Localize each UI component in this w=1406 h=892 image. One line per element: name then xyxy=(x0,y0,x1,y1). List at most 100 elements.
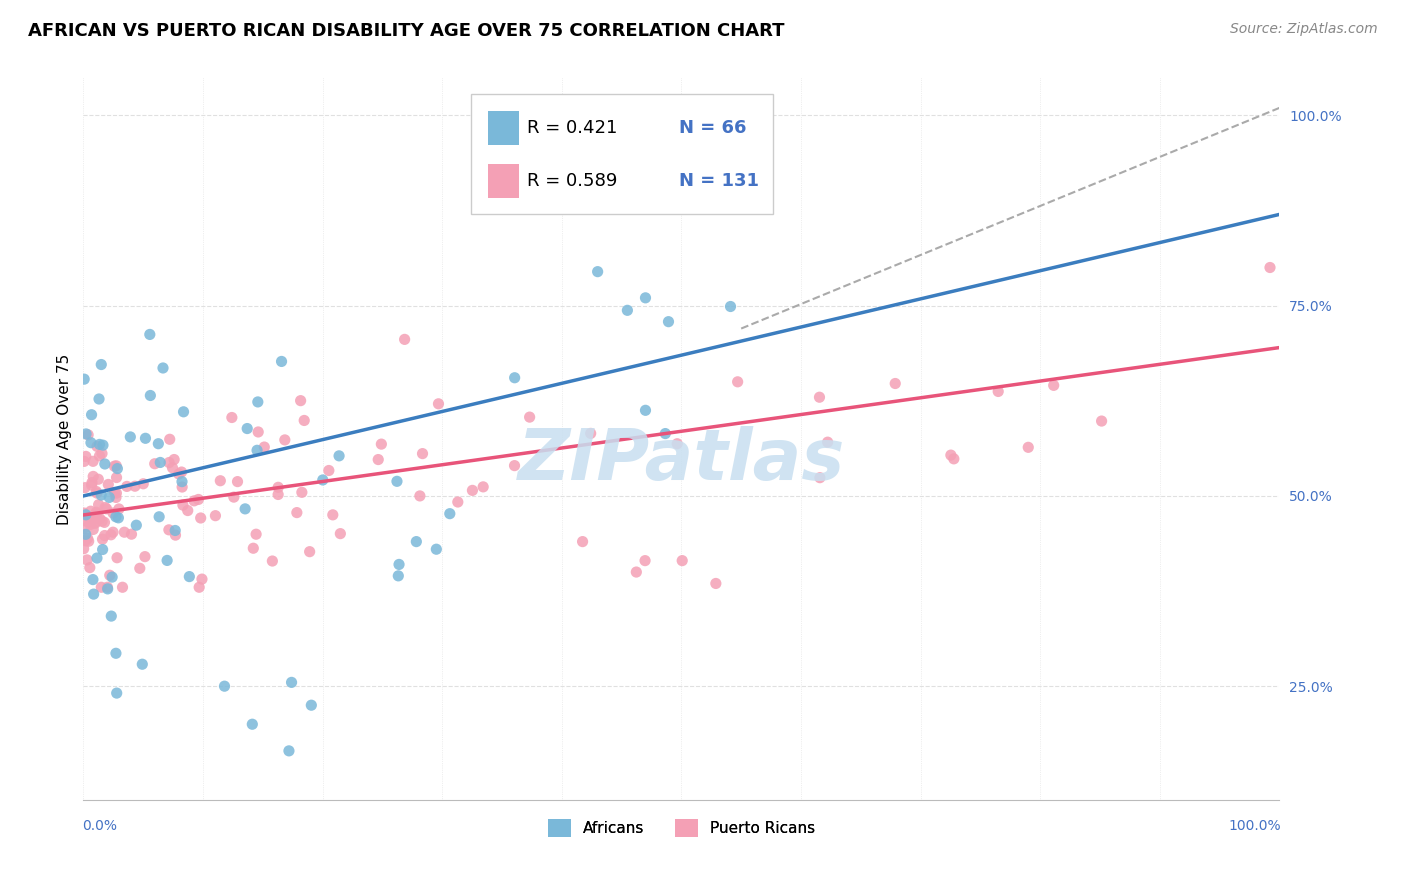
Point xyxy=(162,460,184,475)
Point xyxy=(165,524,187,538)
Text: 100.0%: 100.0% xyxy=(1227,820,1281,833)
Point xyxy=(94,457,117,471)
Text: Source: ZipAtlas.com: Source: ZipAtlas.com xyxy=(1230,22,1378,37)
Point xyxy=(105,461,128,475)
Point xyxy=(247,425,270,439)
Point xyxy=(121,527,143,541)
Point xyxy=(132,476,155,491)
Point xyxy=(817,435,839,450)
Point xyxy=(131,657,153,672)
Point xyxy=(472,480,495,494)
Point xyxy=(84,515,107,529)
Point xyxy=(73,514,96,528)
Point xyxy=(634,291,657,305)
Text: ZIPatlas: ZIPatlas xyxy=(517,426,845,495)
Point xyxy=(328,449,350,463)
Point xyxy=(385,475,408,489)
Point xyxy=(267,480,290,494)
Point xyxy=(191,572,214,586)
Point xyxy=(312,473,335,487)
Text: AFRICAN VS PUERTO RICAN DISABILITY AGE OVER 75 CORRELATION CHART: AFRICAN VS PUERTO RICAN DISABILITY AGE O… xyxy=(28,22,785,40)
Point xyxy=(83,511,105,525)
Y-axis label: Disability Age Over 75: Disability Age Over 75 xyxy=(58,353,72,524)
Point xyxy=(75,508,97,522)
Point xyxy=(634,403,657,417)
Point xyxy=(503,458,526,473)
Point xyxy=(165,528,187,542)
Point xyxy=(104,509,127,524)
Point xyxy=(82,454,104,468)
Point xyxy=(76,532,98,546)
Point xyxy=(93,528,115,542)
Point xyxy=(240,717,263,731)
Point xyxy=(439,507,461,521)
Point xyxy=(77,515,100,529)
Point xyxy=(105,486,128,500)
Point xyxy=(97,582,120,596)
Point xyxy=(270,354,292,368)
Point xyxy=(77,534,100,549)
Point xyxy=(939,448,962,462)
Point xyxy=(274,433,297,447)
Point xyxy=(405,534,427,549)
Point xyxy=(105,550,128,565)
Point xyxy=(125,518,148,533)
Point xyxy=(987,384,1010,399)
Point xyxy=(87,498,110,512)
Point xyxy=(111,580,134,594)
Point xyxy=(654,426,676,441)
Point xyxy=(1090,414,1112,428)
Point xyxy=(209,474,232,488)
Point xyxy=(120,430,142,444)
Point xyxy=(226,475,249,489)
Point xyxy=(73,454,96,468)
Point xyxy=(139,388,162,402)
Point xyxy=(188,580,211,594)
Point xyxy=(103,459,125,474)
Point xyxy=(425,542,447,557)
Point xyxy=(104,646,127,660)
Point xyxy=(100,609,122,624)
Point xyxy=(77,427,100,442)
Point xyxy=(82,573,104,587)
Point xyxy=(427,397,450,411)
Point xyxy=(884,376,907,391)
Point xyxy=(666,436,689,450)
Point xyxy=(86,551,108,566)
Point xyxy=(290,393,312,408)
Text: N = 66: N = 66 xyxy=(679,119,747,136)
Point xyxy=(173,405,195,419)
Point xyxy=(80,475,103,490)
Point xyxy=(80,478,103,492)
Point xyxy=(73,372,96,386)
Text: R = 0.589: R = 0.589 xyxy=(527,172,617,190)
Point xyxy=(291,485,314,500)
Point xyxy=(626,565,648,579)
Point xyxy=(84,505,107,519)
Point xyxy=(128,561,150,575)
Point xyxy=(104,485,127,500)
Point xyxy=(94,500,117,515)
Point xyxy=(73,506,96,520)
Point xyxy=(222,490,245,504)
Point xyxy=(262,554,284,568)
Point xyxy=(172,480,194,494)
Point xyxy=(101,570,124,584)
Point xyxy=(409,489,432,503)
Legend: Africans, Puerto Ricans: Africans, Puerto Ricans xyxy=(541,813,821,843)
Point xyxy=(91,514,114,528)
Point xyxy=(280,675,302,690)
Point xyxy=(177,503,200,517)
Point xyxy=(671,554,693,568)
Point xyxy=(86,486,108,500)
Text: R = 0.421: R = 0.421 xyxy=(527,119,617,136)
Point xyxy=(152,361,174,376)
Point xyxy=(156,553,179,567)
Point xyxy=(101,525,124,540)
Point xyxy=(86,507,108,521)
Point xyxy=(388,558,411,572)
Point xyxy=(73,541,96,556)
Point xyxy=(586,265,609,279)
Point xyxy=(267,487,290,501)
Point xyxy=(89,511,111,525)
